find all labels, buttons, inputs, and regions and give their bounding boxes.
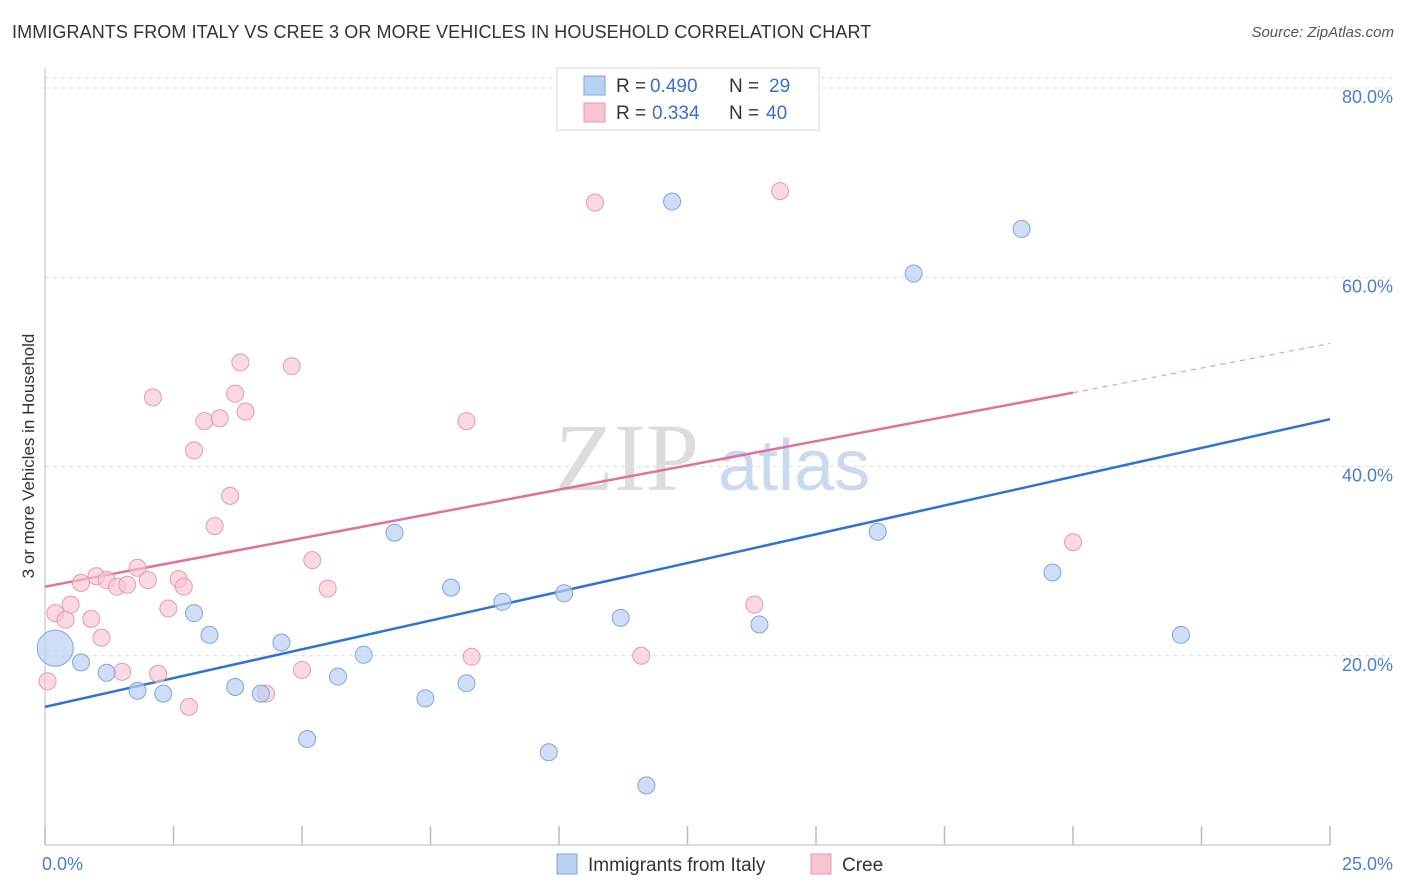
x-tick-label-max: 25.0% [1342,854,1393,874]
point-cree-25 [226,384,245,403]
trend-layer [44,342,1331,709]
legend-italy-n-value: 29 [769,76,790,97]
point-italy-12 [354,645,373,664]
points-layer [36,182,1190,795]
y-tick-label-40: 40.0% [1342,466,1393,486]
point-cree-2 [56,610,75,629]
point-italy-19 [555,584,574,603]
legend-italy-r-value: 0.490 [650,76,698,97]
point-cree-31 [303,551,322,570]
trend-line-cree [44,391,1074,588]
point-italy-15 [442,578,461,597]
point-italy-8 [251,684,270,703]
point-italy-3 [128,681,147,700]
legend-cree-n-value: 40 [766,103,787,124]
point-cree-7 [92,628,111,647]
bottom-legend-cree: Cree [842,855,883,876]
x-tick-label-min: 0.0% [42,854,83,874]
point-cree-24 [221,486,240,505]
point-cree-23 [210,409,229,428]
legend-cree-n-label: N = [729,103,764,124]
point-cree-39 [1064,533,1082,552]
bottom-legend: Immigrants from Italy Cree [556,853,883,876]
point-italy-22 [663,192,682,211]
point-italy-27 [1043,563,1062,582]
point-cree-11 [118,575,137,594]
point-italy-10 [298,730,317,749]
point-cree-18 [174,577,193,596]
tick-labels: 20.0% 40.0% 60.0% 80.0% 0.0% 25.0% [42,87,1393,874]
point-italy-13 [385,523,404,542]
y-axis-label: 3 or more Vehicles in Household [19,334,38,579]
point-cree-29 [282,357,301,376]
point-italy-25 [904,264,923,283]
point-cree-16 [159,599,178,618]
point-cree-10 [113,662,132,681]
legend-cree-r-value: 0.334 [652,103,700,124]
top-legend: R = 0.490 N = 29 R = 0.334 N = 40 [556,67,820,131]
legend-swatch-italy [583,75,606,96]
point-italy-1 [71,653,90,672]
point-cree-0 [38,672,57,691]
point-cree-5 [82,609,101,628]
legend-italy-r-label: R = [616,76,651,97]
y-tick-label-60: 60.0% [1342,276,1393,296]
point-cree-32 [318,579,337,598]
point-cree-30 [293,660,311,679]
point-italy-5 [185,604,204,623]
point-cree-20 [185,441,204,460]
point-cree-27 [236,402,255,421]
point-cree-26 [231,353,250,372]
point-cree-14 [143,388,162,407]
legend-cree-r-label: R = [616,103,651,124]
point-cree-21 [195,412,214,431]
bottom-legend-swatch-italy [556,853,578,875]
point-cree-22 [205,517,224,536]
point-italy-16 [457,674,476,693]
point-italy-4 [154,684,173,703]
point-italy-14 [416,689,435,708]
point-cree-33 [457,412,476,431]
source-label: Source: ZipAtlas.com [1251,24,1394,41]
trend-line-cree-extension [1072,342,1331,394]
point-italy-18 [539,743,558,762]
point-cree-34 [462,647,481,666]
point-italy-17 [493,592,512,611]
point-cree-15 [149,664,168,683]
point-cree-37 [745,595,764,614]
watermark-zip: ZIP [555,404,699,511]
watermark-atlas: atlas [718,426,870,506]
y-tick-label-20: 20.0% [1342,655,1393,675]
point-cree-3 [61,595,80,614]
trend-line-italy [44,417,1331,709]
legend-swatch-cree [583,102,606,123]
point-italy-9 [272,633,291,652]
point-cree-12 [128,558,147,577]
axes-layer [44,68,1331,846]
point-cree-38 [771,182,790,201]
point-cree-13 [138,571,157,590]
point-italy-24 [868,522,887,541]
legend-italy-n-label: N = [729,76,764,97]
bottom-legend-italy: Immigrants from Italy [588,855,766,876]
point-italy-11 [328,667,347,686]
point-italy-6 [200,625,219,644]
chart-title: IMMIGRANTS FROM ITALY VS CREE 3 OR MORE … [12,22,872,42]
point-italy-0 [36,629,74,667]
point-cree-36 [632,646,651,665]
y-tick-label-80: 80.0% [1342,87,1393,107]
point-italy-21 [637,776,656,795]
bottom-legend-swatch-cree [810,853,832,875]
point-italy-26 [1012,219,1031,238]
point-italy-23 [750,615,769,634]
point-italy-2 [97,663,116,682]
point-cree-4 [71,573,90,592]
point-cree-19 [179,697,198,716]
point-italy-7 [226,677,245,696]
point-italy-28 [1171,625,1190,644]
point-italy-20 [611,608,630,627]
point-cree-35 [585,193,604,212]
watermark: ZIP atlas [555,404,870,511]
